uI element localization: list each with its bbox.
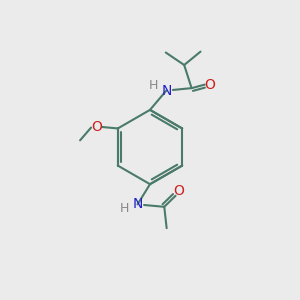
Text: O: O	[173, 184, 184, 198]
Text: O: O	[91, 120, 102, 134]
Text: H: H	[149, 79, 159, 92]
Text: N: N	[161, 84, 172, 98]
Text: H: H	[119, 202, 129, 215]
Text: O: O	[205, 78, 215, 92]
Text: N: N	[132, 197, 143, 212]
